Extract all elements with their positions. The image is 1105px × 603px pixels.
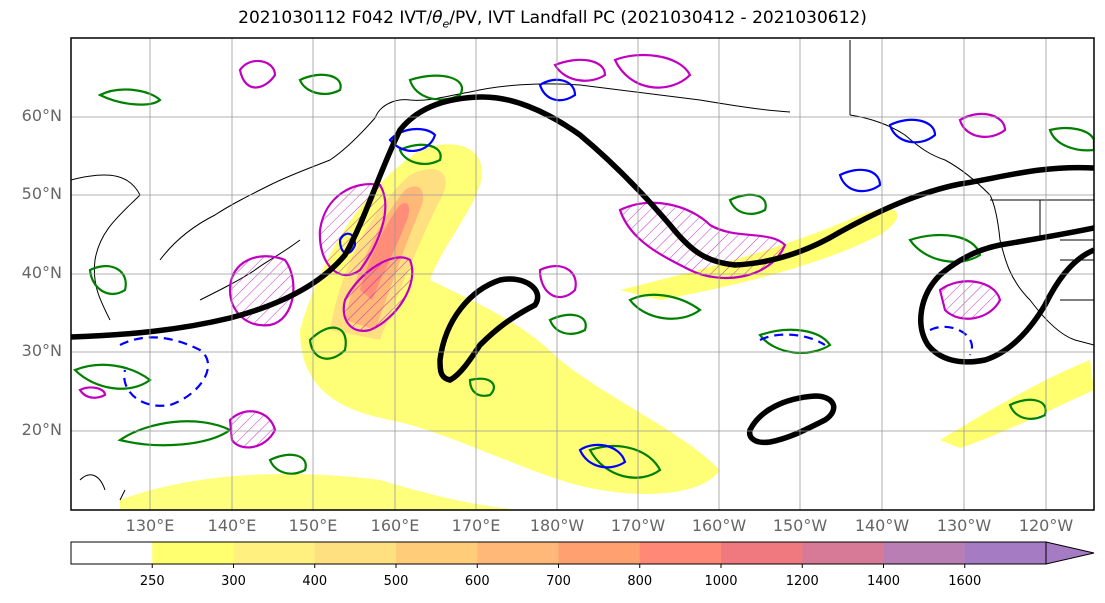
colorbar-tick-label: 800: [627, 574, 653, 589]
colorbar-segment: [883, 542, 966, 564]
colorbar-segment: [314, 542, 397, 564]
colorbar-segment: [558, 542, 641, 564]
colorbar-tick-label: 500: [383, 574, 409, 589]
colorbar-segment: [71, 542, 153, 564]
lat-label: 30°N: [21, 341, 62, 360]
colorbar-segment: [639, 542, 722, 564]
coastlines: [71, 40, 1094, 501]
colorbar-tick-label: 1200: [785, 574, 819, 589]
colorbar-tick-label: 1600: [948, 574, 982, 589]
lon-label: 130°E: [125, 516, 175, 535]
gridlines: [71, 38, 1094, 510]
map-frame: [70, 37, 1095, 511]
lat-label: 60°N: [21, 106, 62, 125]
lon-label: 140°E: [207, 516, 257, 535]
colorbar-segment: [802, 542, 884, 564]
lon-label: 150°E: [288, 516, 338, 535]
lon-label: 160°W: [691, 516, 747, 535]
lon-label: 140°W: [854, 516, 910, 535]
pv-negative-contours: [119, 78, 974, 469]
lon-label: 180°W: [529, 516, 585, 535]
ivt-pc-contours: [71, 94, 1094, 446]
colorbar-tick-label: 400: [302, 574, 328, 589]
lon-label: 120°W: [1018, 516, 1074, 535]
colorbar-extend-arrow: [1045, 541, 1095, 565]
colorbar-tick-label: 1000: [704, 574, 738, 589]
map-title: 2021030112 F042 IVT/θe/PV, IVT Landfall …: [238, 8, 867, 31]
colorbar-segment: [721, 542, 803, 564]
lon-label: 170°W: [610, 516, 666, 535]
colorbar-segment: [477, 542, 559, 564]
lon-label: 160°E: [370, 516, 420, 535]
lon-label: 170°E: [451, 516, 501, 535]
colorbar-segment: [233, 542, 316, 564]
lat-label: 50°N: [21, 184, 62, 203]
lat-label: 40°N: [21, 263, 62, 282]
colorbar: [70, 541, 1095, 568]
colorbar-tick-label: 1400: [866, 574, 901, 589]
lon-label: 130°W: [936, 516, 992, 535]
colorbar-tick-label: 300: [221, 574, 246, 589]
colorbar-tick-label: 250: [139, 574, 165, 589]
lat-label: 20°N: [21, 420, 62, 439]
colorbar-segment: [396, 542, 478, 564]
colorbar-segment: [964, 542, 1047, 564]
colorbar-segment: [152, 542, 234, 564]
lon-label: 150°W: [772, 516, 828, 535]
colorbar-tick-label: 600: [464, 574, 490, 589]
colorbar-tick-label: 700: [546, 574, 571, 589]
